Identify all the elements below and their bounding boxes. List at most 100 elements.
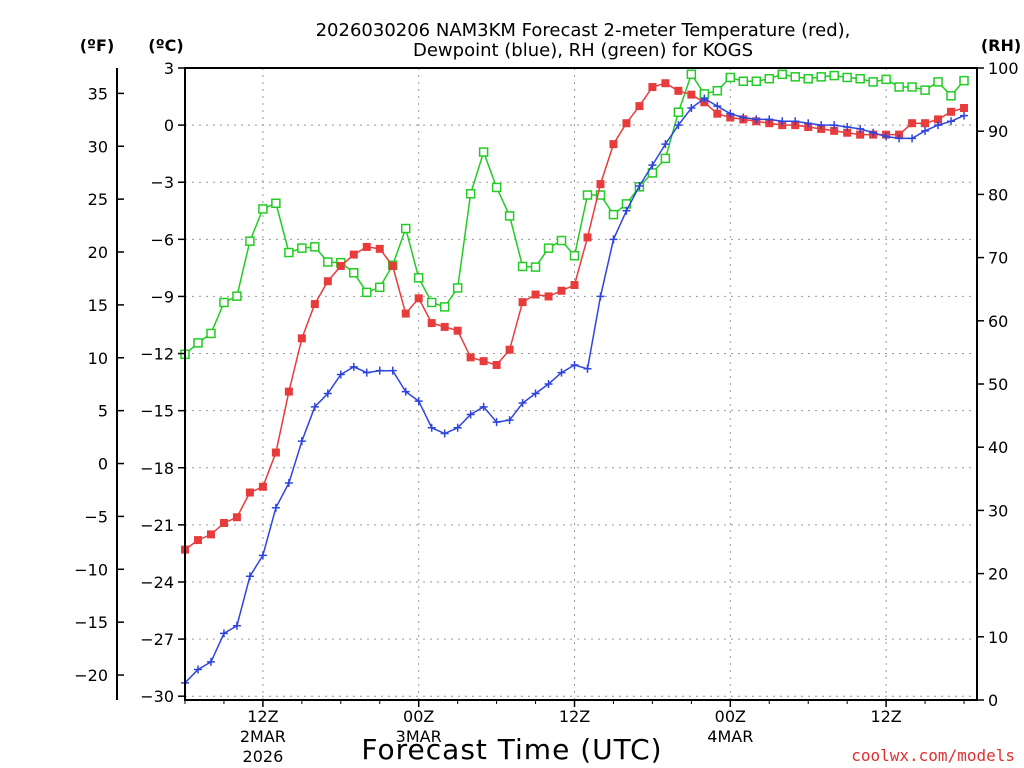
dewpoint-point	[635, 182, 644, 191]
dewpoint-point	[414, 397, 423, 406]
fahrenheit-tick-label: 35	[88, 84, 108, 103]
x-tick-date: 2MAR	[240, 727, 286, 746]
rh-point	[686, 69, 697, 80]
dewpoint-point	[206, 657, 215, 666]
dewpoint-point	[349, 362, 358, 371]
temperature-point	[401, 309, 410, 318]
fahrenheit-tick-label: 30	[88, 137, 108, 156]
dewpoint-point	[232, 621, 241, 630]
x-axis-title: Forecast Time (UTC)	[361, 733, 662, 766]
celsius-tick-label: −30	[140, 687, 174, 706]
dewpoint-point	[375, 366, 384, 375]
rh-point	[582, 190, 593, 200]
rh-unit-label: (RH)	[981, 36, 1021, 55]
fahrenheit-tick-label: 10	[88, 349, 108, 368]
temperature-point	[206, 530, 215, 539]
dewpoint-point	[622, 206, 631, 215]
rh-point	[556, 235, 567, 246]
celsius-tick-label: −21	[140, 516, 174, 535]
rh-tick-label: 20	[988, 565, 1008, 584]
temperature-point	[960, 103, 969, 112]
rh-tick-label: 70	[988, 249, 1008, 268]
rh-point	[310, 242, 320, 252]
celsius-unit-label: (ºC)	[148, 36, 183, 55]
rh-point	[595, 190, 606, 200]
temperature-point	[583, 233, 592, 242]
temperature-point	[687, 90, 696, 99]
temperature-point	[713, 109, 722, 118]
rh-tick-label: 10	[988, 628, 1008, 647]
rh-point	[284, 247, 294, 258]
temperature-point	[271, 448, 280, 457]
rh-point	[426, 297, 437, 308]
temperature-point	[440, 322, 449, 331]
rh-point	[232, 291, 242, 301]
temperature-point	[284, 387, 293, 396]
rh-point	[673, 107, 684, 117]
temperature-point	[466, 353, 475, 362]
grid-lines	[185, 67, 977, 700]
rh-point	[933, 77, 943, 87]
dewpoint-point	[440, 429, 449, 438]
dewpoint-point	[804, 119, 813, 128]
rh-point	[258, 204, 268, 214]
temperature-point	[531, 290, 540, 299]
dewpoint-point	[778, 117, 787, 126]
dewpoint-point	[596, 292, 605, 301]
dewpoint-point	[648, 161, 657, 170]
temperature-point	[232, 513, 241, 522]
dewpoint-point	[765, 115, 774, 124]
dewpoint-point	[362, 368, 371, 377]
chart-title-line1: 2026030206 NAM3KM Forecast 2-meter Tempe…	[316, 20, 851, 41]
chart-title-line2: Dewpoint (blue), RH (green) for KOGS	[413, 40, 753, 61]
rh-point	[219, 297, 229, 308]
plot-frame	[184, 67, 978, 701]
dewpoint-point	[245, 572, 254, 581]
dewpoint-point	[908, 134, 917, 143]
dewpoint-point	[960, 111, 969, 120]
temperature-point	[648, 83, 657, 92]
rh-point	[777, 69, 787, 80]
rh-point	[413, 273, 424, 283]
dewpoint-point	[427, 423, 436, 432]
temperature-point	[674, 86, 683, 95]
dewpoint-point	[518, 399, 527, 408]
axis-ticks: 30−3−6−9−12−15−18−21−24−27−3035302520151…	[74, 59, 1018, 766]
temperature-point	[323, 277, 332, 286]
rh-point	[543, 243, 554, 253]
rh-point	[530, 262, 541, 272]
temperature-point	[414, 294, 423, 303]
rh-point	[894, 82, 904, 92]
rh-tick-label: 50	[988, 375, 1008, 394]
temperature-point	[622, 119, 631, 128]
temperature-point	[609, 140, 618, 149]
fahrenheit-unit-label: (ºF)	[80, 36, 115, 55]
dewpoint-point	[895, 134, 904, 143]
rh-point	[504, 211, 515, 221]
temperature-point	[505, 345, 514, 354]
dewpoint-point	[700, 94, 709, 103]
celsius-tick-label: −6	[150, 230, 174, 249]
celsius-tick-label: −27	[140, 630, 174, 649]
x-tick-date: 3MAR	[396, 727, 442, 746]
fahrenheit-tick-label: −10	[74, 560, 108, 579]
dewpoint-point	[388, 366, 397, 375]
temperature-point	[492, 360, 501, 369]
dewpoint-point	[284, 478, 293, 487]
rh-point	[193, 338, 203, 348]
temperature-point	[427, 319, 436, 328]
temperature-point	[479, 357, 488, 366]
fahrenheit-tick-label: −20	[74, 666, 108, 685]
rh-point	[491, 182, 502, 193]
rh-point	[842, 72, 852, 83]
rh-point	[764, 73, 775, 84]
celsius-tick-label: −9	[150, 287, 174, 306]
dewpoint-point	[713, 102, 722, 111]
temperature-point	[245, 488, 254, 497]
rh-point	[608, 209, 619, 220]
dewpoint-point	[453, 423, 462, 432]
rh-point	[738, 76, 749, 87]
credit-label: coolwx.com/models	[851, 746, 1015, 765]
dewpoint-point	[726, 109, 735, 118]
dewpoint-point	[336, 370, 345, 379]
